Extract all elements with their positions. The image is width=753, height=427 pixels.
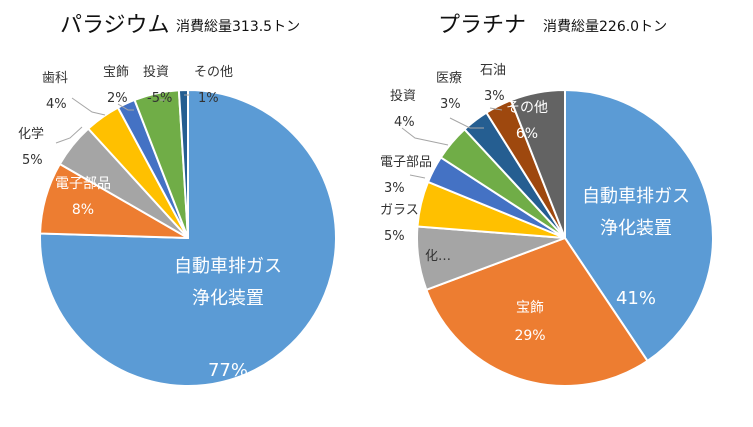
slice-label-1-2-0: 化… bbox=[425, 249, 451, 264]
slice-label-0-5-0: 投資 bbox=[143, 64, 169, 80]
slice-label-0-2-0: 化学 bbox=[18, 126, 44, 142]
slice-label-1-7-0: 石油 bbox=[480, 63, 506, 78]
slice-pct-1-5: 4% bbox=[394, 115, 415, 130]
platinum-pie bbox=[416, 88, 714, 387]
pie-slice-platinum-8 bbox=[509, 88, 566, 239]
slice-label-0-6-0: その他 bbox=[194, 65, 233, 80]
leader-line-1-7 bbox=[489, 107, 503, 111]
slice-label-1-0-0: 自動車排ガス bbox=[582, 186, 690, 207]
slice-pct-1-0: 41% bbox=[616, 288, 656, 309]
leader-line-1-4 bbox=[409, 174, 426, 179]
slice-label-0-0-1: 浄化装置 bbox=[192, 288, 264, 309]
slice-pct-1-7: 3% bbox=[484, 89, 505, 104]
palladium-subtitle: 消費総量313.5トン bbox=[176, 19, 300, 35]
slice-label-1-3-0: ガラス bbox=[380, 203, 419, 218]
slice-pct-0-1: 8% bbox=[72, 202, 94, 218]
pie-slice-palladium-6 bbox=[177, 88, 189, 239]
slice-label-1-4-0: 電子部品 bbox=[380, 155, 432, 170]
slice-pct-0-0: 77% bbox=[208, 360, 248, 381]
slice-pct-0-3: 4% bbox=[46, 97, 67, 112]
slice-label-0-1-0: 電子部品 bbox=[55, 176, 111, 192]
leader-line-0-4 bbox=[117, 103, 134, 111]
pie-slice-platinum-1 bbox=[425, 236, 649, 387]
slice-label-1-1-0: 宝飾 bbox=[516, 300, 544, 316]
platinum-title: プラチナ bbox=[438, 13, 526, 38]
slice-pct-1-3: 5% bbox=[384, 229, 405, 244]
slice-pct-0-2: 5% bbox=[22, 153, 43, 168]
slice-label-1-8-0: その他 bbox=[506, 100, 548, 116]
palladium-pie bbox=[39, 88, 337, 387]
leader-line-1-6 bbox=[449, 117, 484, 129]
slice-pct-1-1: 29% bbox=[514, 328, 545, 344]
slice-label-0-4-0: 宝飾 bbox=[103, 65, 129, 80]
pie-slice-platinum-0 bbox=[564, 88, 714, 363]
slice-pct-1-8: 6% bbox=[516, 126, 538, 142]
leader-line-0-2 bbox=[55, 126, 83, 144]
slice-label-1-0-1: 浄化装置 bbox=[600, 218, 672, 239]
leader-line-0-3 bbox=[71, 97, 106, 116]
platinum-subtitle: 消費総量226.0トン bbox=[543, 19, 667, 35]
slice-pct-0-6: 1% bbox=[198, 91, 219, 106]
slice-pct-0-5: -5% bbox=[147, 91, 172, 106]
slice-label-1-5-0: 投資 bbox=[390, 88, 416, 104]
palladium-title: パラジウム bbox=[60, 13, 170, 38]
slice-label-0-0-0: 自動車排ガス bbox=[174, 256, 282, 277]
slice-pct-0-4: 2% bbox=[107, 91, 128, 106]
slice-pct-1-6: 3% bbox=[440, 97, 461, 112]
leader-line-1-5 bbox=[401, 127, 449, 146]
slice-pct-1-4: 3% bbox=[384, 181, 405, 196]
slice-label-1-6-0: 医療 bbox=[436, 71, 462, 86]
slice-label-0-3-0: 歯科 bbox=[42, 71, 68, 86]
